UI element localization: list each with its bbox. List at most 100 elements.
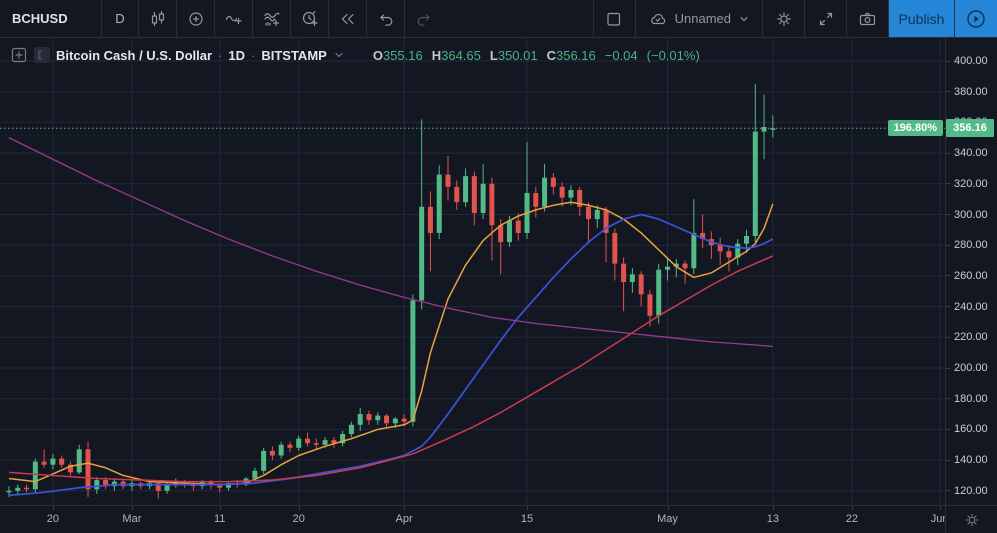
price-tick-label: 280.00	[954, 239, 988, 252]
time-axis[interactable]: 20 Mar 11 20 Apr 15 May 13 22 Jun	[0, 505, 949, 533]
ohlc-change: −0.04	[604, 47, 638, 63]
time-tick-label: 13	[766, 513, 779, 525]
fullscreen-icon	[819, 12, 832, 25]
alert-button[interactable]	[291, 0, 329, 37]
price-line-percent-badge: 196.80%	[887, 120, 943, 137]
redo-button[interactable]	[405, 0, 443, 37]
price-tick-mark	[946, 275, 950, 277]
compare-add-icon	[188, 11, 203, 26]
price-tick-mark	[946, 459, 950, 461]
candlestick-chart[interactable]	[0, 38, 945, 505]
time-tick-label: May	[657, 513, 678, 525]
ma-slow-red	[8, 255, 774, 483]
publish-button[interactable]: Publish	[888, 0, 954, 37]
time-tick-label: 15	[520, 513, 534, 525]
time-tick-mark	[404, 506, 406, 510]
ma-long-purple	[8, 137, 773, 348]
symbol-search-button[interactable]: BCHUSD	[0, 0, 102, 37]
cloud-save-icon	[650, 13, 665, 24]
snapshot-button[interactable]	[846, 0, 888, 37]
time-tick-mark	[52, 506, 54, 510]
chart-properties-button[interactable]	[762, 0, 804, 37]
price-tick-mark	[946, 91, 950, 93]
time-tick-label: Apr	[395, 513, 413, 525]
time-tick-mark	[219, 506, 221, 510]
price-tick-mark	[946, 336, 950, 338]
chart-style-button[interactable]	[139, 0, 177, 37]
interval-button[interactable]: D	[102, 0, 139, 37]
ma-fast-orange	[8, 201, 774, 486]
price-tick-mark	[946, 490, 950, 492]
chart-legend: Bitcoin Cash / U.S. Dollar · 1D · BITSTA…	[10, 46, 700, 64]
time-tick-mark	[298, 506, 300, 510]
price-tick-label: 240.00	[954, 300, 988, 313]
top-toolbar: BCHUSD D Unnamed	[0, 0, 997, 38]
quick-publish-button[interactable]	[954, 0, 997, 37]
ohlc-low: 350.01	[497, 47, 538, 63]
candlestick-style-icon	[151, 10, 164, 26]
price-tick-mark	[946, 183, 950, 185]
ohlc-high: 364.65	[441, 47, 481, 63]
indicator-templates-icon	[263, 12, 280, 26]
fullscreen-button[interactable]	[804, 0, 846, 37]
price-tick-label: 320.00	[954, 177, 988, 190]
price-tick-label: 340.00	[954, 147, 988, 160]
quick-play-icon	[967, 9, 985, 28]
time-tick-label: 20	[46, 513, 60, 525]
select-layout-icon	[607, 12, 621, 26]
undo-button[interactable]	[367, 0, 405, 37]
indicator-templates-button[interactable]	[253, 0, 291, 37]
redo-icon	[417, 13, 430, 26]
indicators-icon	[225, 15, 242, 24]
price-tick-label: 160.00	[954, 423, 988, 436]
price-tick-mark	[946, 214, 950, 215]
symbol-logo	[34, 47, 50, 63]
time-tick-mark	[772, 506, 774, 510]
ohlc-open: 355.16	[382, 47, 423, 63]
price-tick-label: 120.00	[954, 484, 988, 497]
price-tick-label: 400.00	[954, 55, 988, 67]
price-tick-mark	[946, 60, 950, 62]
price-tick-label: 380.00	[954, 85, 988, 98]
price-tick-mark	[946, 244, 950, 246]
symbol-title[interactable]: Bitcoin Cash / U.S. Dollar	[56, 47, 213, 63]
price-tick-mark	[946, 306, 950, 308]
indicators-button[interactable]	[215, 0, 253, 37]
ma-mid-blue	[8, 213, 774, 497]
compare-button[interactable]	[177, 0, 215, 37]
bar-replay-icon	[341, 13, 354, 24]
plus-square-icon[interactable]	[10, 46, 28, 64]
time-tick-label: 22	[845, 513, 858, 525]
time-tick-mark	[667, 506, 669, 510]
legend-chevron-down-icon[interactable]	[333, 49, 345, 61]
symbol-name: BCHUSD	[12, 11, 68, 26]
legend-exchange[interactable]: BITSTAMP	[261, 47, 327, 63]
snapshot-camera-icon	[859, 12, 876, 25]
settings-gear-icon	[776, 11, 791, 26]
save-layout-button[interactable]: Unnamed	[634, 0, 762, 37]
time-tick-label: 20	[292, 513, 305, 525]
layout-name: Unnamed	[674, 11, 731, 26]
ohlc-change-percent: (−0.01%)	[646, 47, 700, 63]
price-tick-mark	[946, 367, 950, 369]
undo-icon	[379, 13, 392, 26]
chart-settings-button[interactable]	[945, 505, 997, 533]
legend-interval[interactable]: 1D	[228, 47, 245, 63]
time-tick-mark	[131, 506, 133, 510]
time-tick-mark	[939, 506, 941, 510]
price-axis[interactable]: 400.00380.00360.00340.00320.00300.00280.…	[945, 38, 997, 505]
time-tick-label: 11	[214, 513, 226, 525]
price-tick-label: 220.00	[954, 331, 988, 344]
price-tick-label: 200.00	[954, 362, 988, 374]
price-tick-mark	[946, 398, 950, 400]
time-tick-label: Mar	[122, 513, 142, 525]
bar-replay-button[interactable]	[329, 0, 367, 37]
alert-add-icon	[302, 10, 318, 26]
price-tick-label: 300.00	[954, 208, 988, 221]
chart-plot[interactable]: Bitcoin Cash / U.S. Dollar · 1D · BITSTA…	[0, 38, 945, 505]
price-tick-mark	[946, 152, 950, 154]
layout-select-button[interactable]	[592, 0, 635, 37]
ohlc-readout: O355.16 H364.65 L350.01 C356.16 −0.04 (−…	[372, 47, 700, 63]
price-tick-label: 140.00	[954, 454, 988, 467]
price-tick-label: 260.00	[954, 269, 988, 282]
